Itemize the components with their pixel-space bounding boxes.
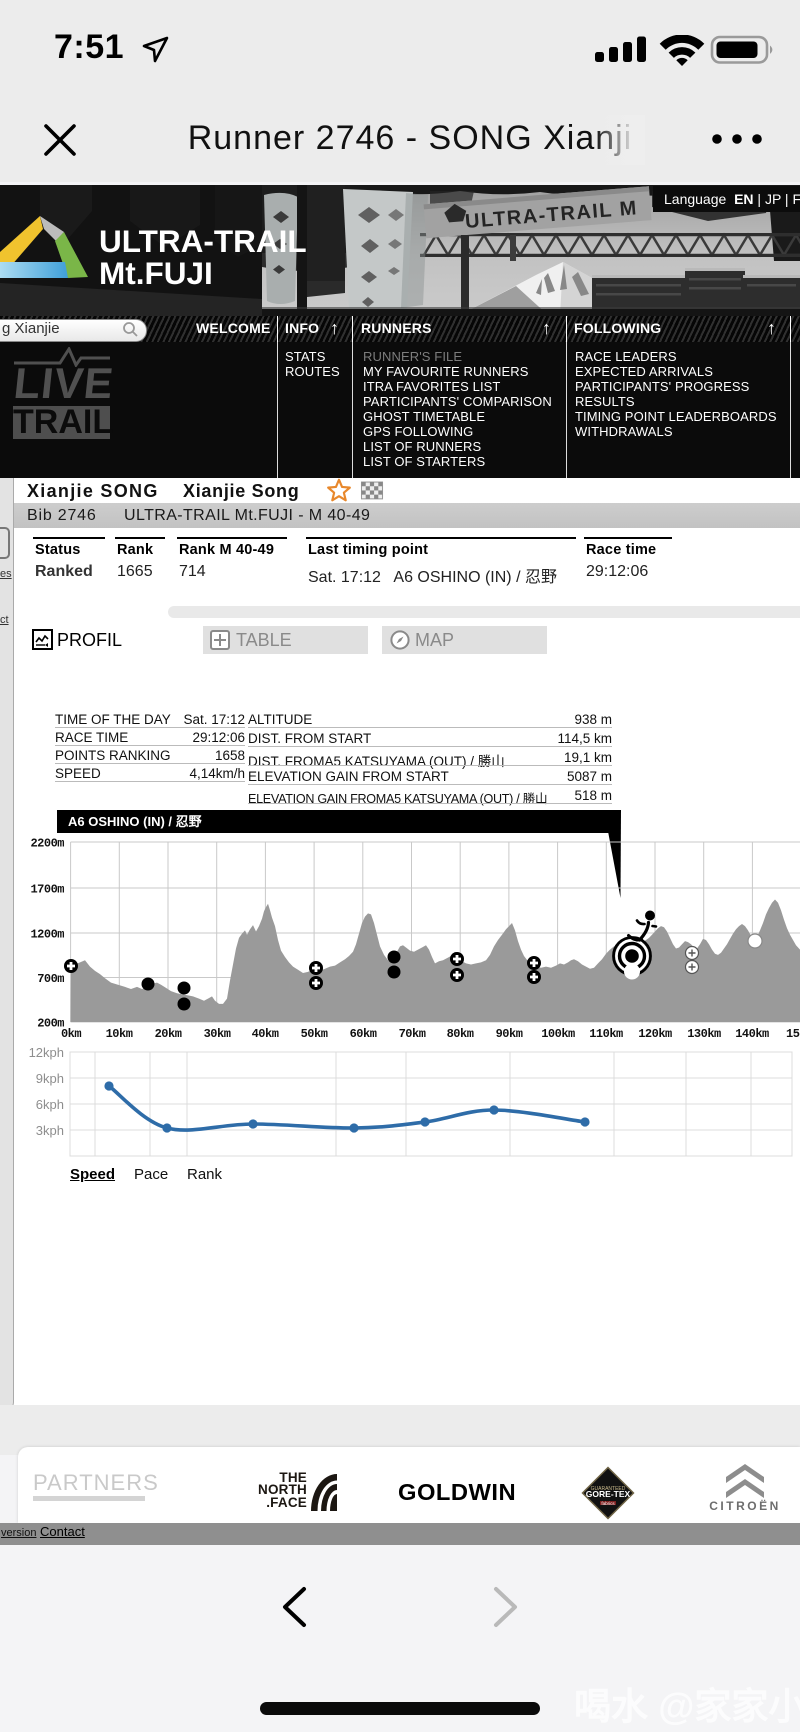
svg-text:700m: 700m: [37, 972, 64, 986]
svg-text:2200m: 2200m: [30, 837, 64, 851]
svg-text:60km: 60km: [350, 1027, 377, 1041]
svg-text:fabrics: fabrics: [601, 1501, 615, 1506]
svg-text:10km: 10km: [106, 1027, 133, 1041]
svg-text:15: 15: [786, 1027, 800, 1041]
svg-text:130km: 130km: [687, 1027, 721, 1041]
svg-text:140km: 140km: [735, 1027, 769, 1041]
svg-text:1200m: 1200m: [30, 928, 64, 942]
svg-text:12kph: 12kph: [29, 1045, 64, 1060]
svg-text:90km: 90km: [496, 1027, 523, 1041]
svg-text:120km: 120km: [638, 1027, 672, 1041]
svg-text:6kph: 6kph: [36, 1097, 64, 1112]
svg-text:3kph: 3kph: [36, 1123, 64, 1138]
svg-text:80km: 80km: [447, 1027, 474, 1041]
svg-text:200m: 200m: [37, 1017, 64, 1031]
svg-text:20km: 20km: [155, 1027, 182, 1041]
svg-text:100km: 100km: [541, 1027, 575, 1041]
svg-text:50km: 50km: [301, 1027, 328, 1041]
svg-text:70km: 70km: [399, 1027, 426, 1041]
svg-text:GUARANTEED: GUARANTEED: [591, 1486, 626, 1492]
svg-text:40km: 40km: [252, 1027, 279, 1041]
svg-text:0km: 0km: [61, 1027, 81, 1041]
svg-text:Mt.FUJI: Mt.FUJI: [99, 255, 213, 291]
svg-text:ULTRA-TRAIL: ULTRA-TRAIL: [99, 223, 307, 259]
svg-text:CITROËN: CITROËN: [709, 1498, 781, 1513]
svg-text:110km: 110km: [589, 1027, 623, 1041]
svg-text:1700m: 1700m: [30, 883, 64, 897]
svg-text:9kph: 9kph: [36, 1071, 64, 1086]
svg-text:30km: 30km: [204, 1027, 231, 1041]
svg-text:GORE-TEX: GORE-TEX: [586, 1489, 631, 1499]
